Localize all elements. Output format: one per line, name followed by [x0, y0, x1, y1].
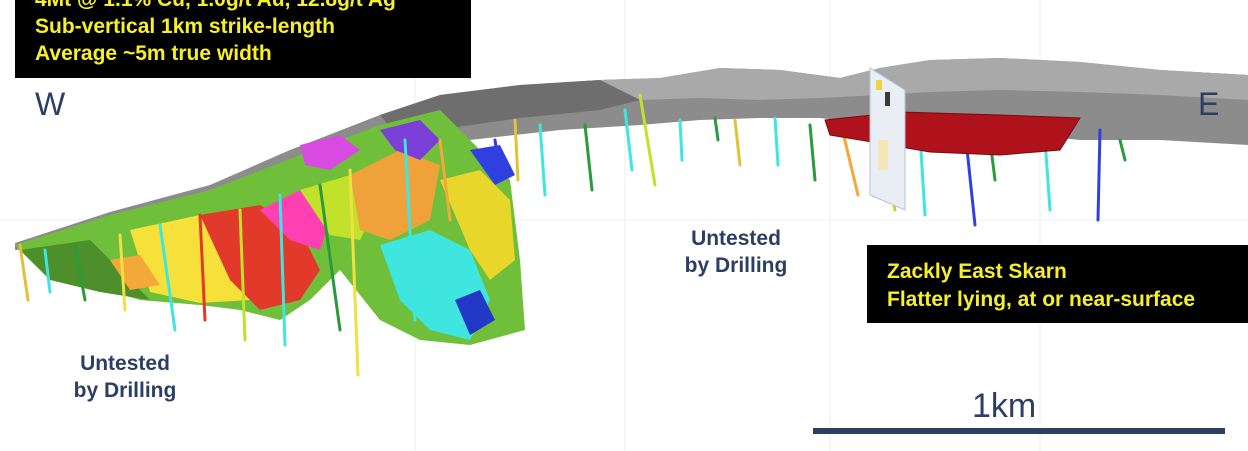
- east-direction-label: E: [1198, 86, 1220, 122]
- east-box-line-2: Flatter lying, at or near-surface: [887, 288, 1196, 311]
- drill-holes: [18, 93, 1127, 377]
- zackly-main-summary-box: 4Mt @ 1.1% Cu, 1.0g/t Au, 12.8g/t Ag Sub…: [15, 0, 471, 78]
- summary-line-2: Sub-vertical 1km strike-length: [35, 15, 335, 38]
- untested-left-line-1: Untested: [80, 352, 170, 375]
- zackly-east-skarn-box: Zackly East Skarn Flatter lying, at or n…: [867, 245, 1248, 323]
- untested-left-line-2: by Drilling: [73, 379, 177, 402]
- untested-mid-line-1: Untested: [691, 227, 781, 250]
- block-model: [15, 110, 525, 345]
- untested-label-middle: Untested by Drilling: [676, 225, 796, 279]
- summary-line-3: Average ~5m true width: [35, 42, 272, 65]
- untested-mid-line-2: by Drilling: [684, 254, 788, 277]
- untested-label-left: Untested by Drilling: [65, 350, 185, 404]
- scale-label: 1km: [972, 387, 1037, 425]
- scale-bar: [813, 428, 1225, 434]
- summary-line-1: 4Mt @ 1.1% Cu, 1.0g/t Au, 12.8g/t Ag: [35, 0, 471, 13]
- east-box-line-1: Zackly East Skarn: [887, 260, 1067, 283]
- zackly-east-skarn-body: [824, 111, 1081, 156]
- west-direction-label: W: [35, 86, 66, 122]
- section-plane: [869, 67, 906, 211]
